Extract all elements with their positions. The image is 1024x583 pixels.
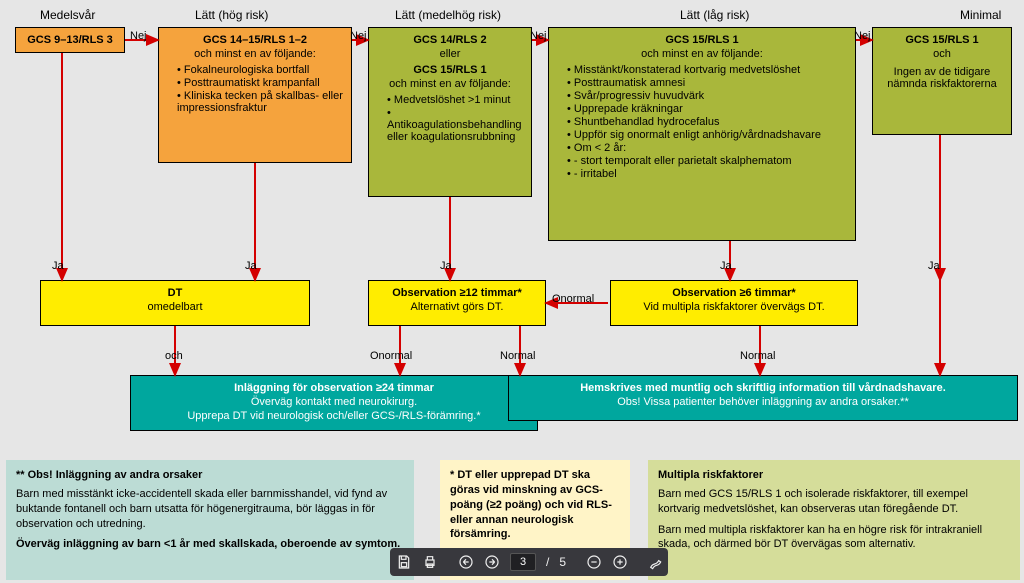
boxC-t1: GCS 14/RLS 2 — [377, 34, 523, 46]
edge-label: Nej — [854, 30, 871, 42]
edge-label: Ja — [928, 260, 940, 272]
boxE-sub: och — [881, 48, 1003, 60]
list-item: Posttraumatisk amnesi — [567, 77, 847, 89]
obs6-title: Observation ≥6 timmar* — [619, 287, 849, 299]
next-page-icon[interactable] — [484, 552, 500, 572]
zoom-out-icon[interactable] — [586, 552, 602, 572]
boxB-list: Fokalneurologiska bortfallPosttraumatisk… — [167, 64, 343, 114]
boxIn-l1: Inläggning för observation ≥24 timmar — [139, 382, 529, 394]
boxDT-sub: omedelbart — [49, 301, 301, 313]
noteA-p2: Överväg inläggning av barn <1 år med ska… — [16, 537, 404, 552]
list-item: - stort temporalt eller parietalt skalph… — [567, 155, 847, 167]
boxIn-l2: Överväg kontakt med neurokirurg. — [139, 396, 529, 408]
noteC-t: Multipla riskfaktorer — [658, 468, 1010, 483]
edge-label: Nej — [530, 30, 547, 42]
note-multipla: Multipla riskfaktorer Barn med GCS 15/RL… — [648, 460, 1020, 580]
list-item: - irritabel — [567, 168, 847, 180]
boxC-t2: GCS 15/RLS 1 — [377, 64, 523, 76]
note-inlaggning: ** Obs! Inläggning av andra orsaker Barn… — [6, 460, 414, 580]
boxD-sub: och minst en av följande: — [557, 48, 847, 60]
home-l2: Obs! Vissa patienter behöver inläggning … — [517, 396, 1009, 408]
list-item: Fokalneurologiska bortfall — [177, 64, 343, 76]
box-hemskrives: Hemskrives med muntlig och skriftlig inf… — [508, 375, 1018, 421]
noteC-p2: Barn med multipla riskfaktorer kan ha en… — [658, 523, 1010, 553]
edge-label: Ja — [245, 260, 257, 272]
boxE-text: Ingen av de tidigare nämnda riskfaktorer… — [881, 66, 1003, 90]
page-total: 5 — [559, 555, 566, 569]
edge-label: Onormal — [370, 350, 412, 362]
list-item: Svår/progressiv huvudvärk — [567, 90, 847, 102]
page-sep: / — [546, 555, 549, 569]
page-input[interactable] — [510, 553, 536, 571]
noteA-p1: Barn med misstänkt icke-accidentell skad… — [16, 487, 404, 532]
obs12-title: Observation ≥12 timmar* — [377, 287, 537, 299]
boxB-title: GCS 14–15/RLS 1–2 — [167, 34, 343, 46]
boxIn-l3: Upprepa DT vid neurologisk och/eller GCS… — [139, 410, 529, 422]
noteA-t: ** Obs! Inläggning av andra orsaker — [16, 468, 404, 483]
boxC-eller: eller — [377, 48, 523, 60]
noteC-p1: Barn med GCS 15/RLS 1 och isolerade risk… — [658, 487, 1010, 517]
list-item: Om < 2 år: — [567, 142, 847, 154]
edge-label: Nej — [350, 30, 367, 42]
header-minimal: Minimal — [960, 8, 1001, 22]
obs6-sub: Vid multipla riskfaktorer övervägs DT. — [619, 301, 849, 313]
boxC-list: Medvetslöshet >1 minutAntikoagulationsbe… — [377, 94, 523, 143]
edge-label: Onormal — [552, 293, 594, 305]
prev-page-icon[interactable] — [458, 552, 474, 572]
boxD-list: Misstänkt/konstaterad kortvarig medvetsl… — [557, 64, 847, 180]
list-item: Upprepade kräkningar — [567, 103, 847, 115]
list-item: Misstänkt/konstaterad kortvarig medvetsl… — [567, 64, 847, 76]
box-medelhog: GCS 14/RLS 2 eller GCS 15/RLS 1 och mins… — [368, 27, 532, 197]
boxC-sub: och minst en av följande: — [377, 78, 523, 90]
boxDT-title: DT — [49, 287, 301, 299]
header-medelhog: Lätt (medelhög risk) — [395, 8, 501, 22]
box-inlaggning: Inläggning för observation ≥24 timmar Öv… — [130, 375, 538, 431]
header-medelsvar: Medelsvår — [40, 8, 95, 22]
box-lagrisk: GCS 15/RLS 1 och minst en av följande: M… — [548, 27, 856, 241]
noteB-t: * DT eller upprepad DT ska göras vid min… — [450, 468, 620, 542]
edge-label: Normal — [500, 350, 535, 362]
print-icon[interactable] — [422, 552, 438, 572]
box-hogrisk: GCS 14–15/RLS 1–2 och minst en av följan… — [158, 27, 352, 163]
box-obs6: Observation ≥6 timmar* Vid multipla risk… — [610, 280, 858, 326]
obs12-sub: Alternativt görs DT. — [377, 301, 537, 313]
home-l1: Hemskrives med muntlig och skriftlig inf… — [517, 382, 1009, 394]
list-item: Uppför sig onormalt enligt anhörig/vårdn… — [567, 129, 847, 141]
list-item: Shuntbehandlad hydrocefalus — [567, 116, 847, 128]
edge-label: Ja — [52, 260, 64, 272]
draw-icon[interactable] — [648, 552, 664, 572]
boxE-title: GCS 15/RLS 1 — [881, 34, 1003, 46]
header-lagrisk: Lätt (låg risk) — [680, 8, 749, 22]
edge-label: Ja — [440, 260, 452, 272]
edge-label: Normal — [740, 350, 775, 362]
edge-label: och — [165, 350, 183, 362]
list-item: Kliniska tecken på skallbas- eller impre… — [177, 90, 343, 114]
header-hogrisk: Lätt (hög risk) — [195, 8, 268, 22]
edge-label: Nej — [130, 30, 147, 42]
zoom-in-icon[interactable] — [612, 552, 628, 572]
list-item: Medvetslöshet >1 minut — [387, 94, 523, 106]
save-icon[interactable] — [396, 552, 412, 572]
box-minimal: GCS 15/RLS 1 och Ingen av de tidigare nä… — [872, 27, 1012, 135]
boxD-title: GCS 15/RLS 1 — [557, 34, 847, 46]
list-item: Antikoagulationsbehandling eller koagula… — [387, 107, 523, 143]
box-dt: DT omedelbart — [40, 280, 310, 326]
list-item: Posttraumatiskt krampanfall — [177, 77, 343, 89]
box-obs12: Observation ≥12 timmar* Alternativt görs… — [368, 280, 546, 326]
box-medelsvar: GCS 9–13/RLS 3 — [15, 27, 125, 53]
edge-label: Ja — [720, 260, 732, 272]
pdf-toolbar: / 5 — [390, 548, 668, 576]
boxB-sub: och minst en av följande: — [167, 48, 343, 60]
boxA-title: GCS 9–13/RLS 3 — [24, 34, 116, 46]
